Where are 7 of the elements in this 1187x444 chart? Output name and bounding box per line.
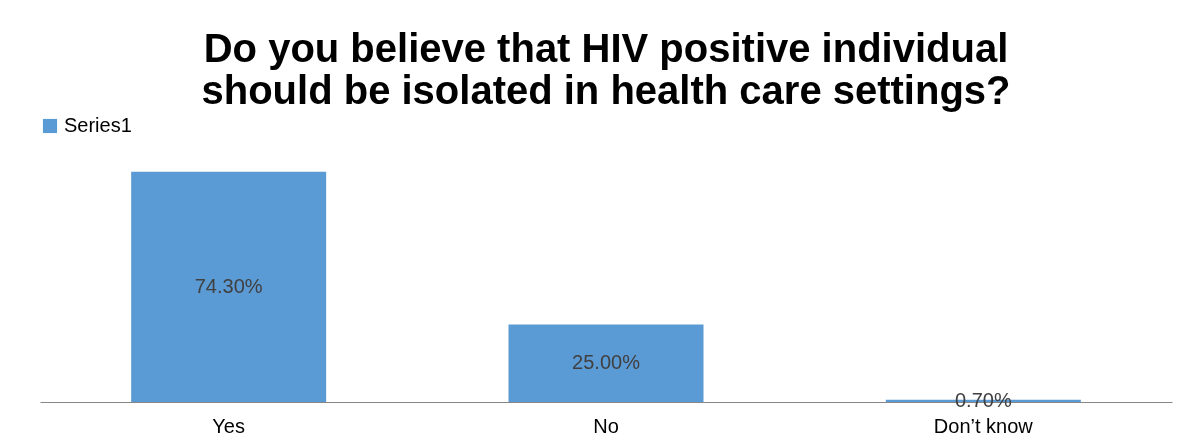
x-tick-label: No [593, 414, 619, 437]
text: Do you believe that HIV positive individual [203, 26, 1009, 70]
data-label: 25.00% [572, 351, 641, 374]
data-label: 74.30% [194, 274, 263, 297]
x-tick-label: Don’t know [933, 414, 1034, 437]
x-tick-label: Yes [212, 414, 245, 437]
legend-label: Series1 [64, 114, 132, 136]
